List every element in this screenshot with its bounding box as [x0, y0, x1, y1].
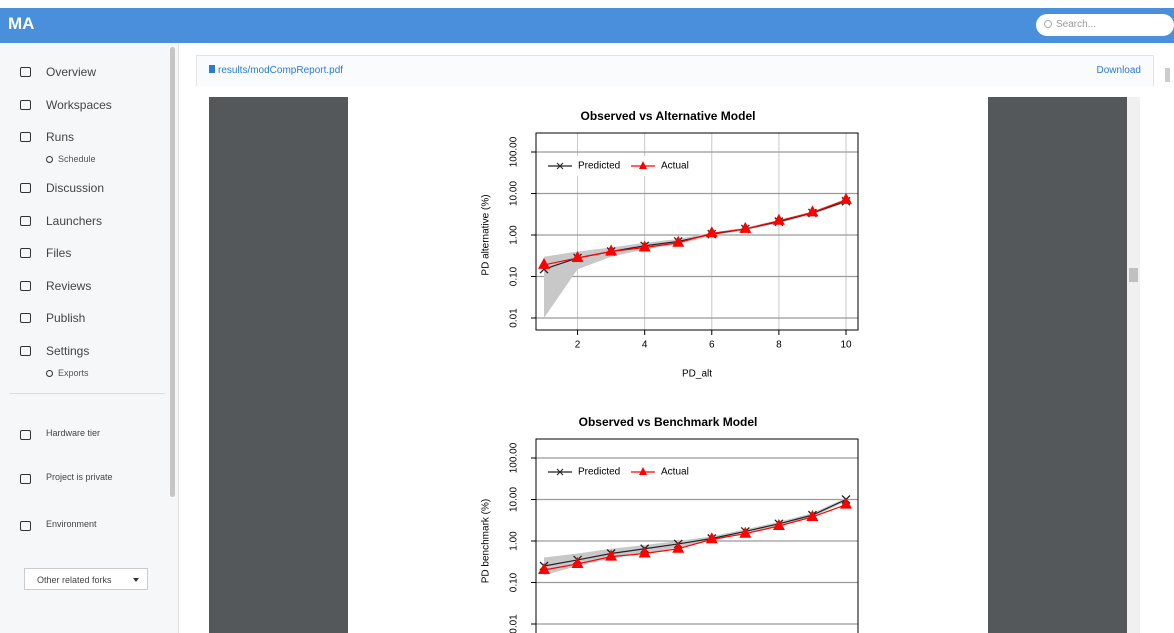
plot-frame: [535, 132, 859, 331]
y-tick-label: 1.00: [509, 531, 520, 551]
page-scrollbar[interactable]: [1165, 68, 1170, 82]
marker: [571, 556, 584, 568]
legend-marker: [556, 468, 564, 476]
marker: [605, 244, 618, 256]
marker: [806, 509, 819, 521]
marker: [672, 235, 685, 247]
nav-label: Launchers: [46, 214, 103, 228]
series-line: [543, 498, 847, 567]
nav-label: Workspaces: [46, 98, 112, 112]
footer-icon: [20, 430, 31, 440]
nav-label: Files: [46, 246, 72, 260]
y-tick-label: 100.00: [509, 442, 520, 473]
marker: [772, 518, 785, 530]
nav-label: Discussion: [46, 181, 105, 195]
legend-label: Predicted: [578, 161, 620, 172]
y-tick-label: 0.10: [509, 266, 520, 286]
nav-icon: [20, 346, 31, 356]
x-tick-label: 6: [709, 340, 715, 351]
marker: [571, 250, 584, 262]
legend-label: Actual: [661, 467, 689, 478]
marker: [739, 221, 752, 233]
legend-box: [546, 462, 700, 482]
plot-frame: [535, 438, 859, 633]
series-line: [543, 504, 847, 571]
y-axis-label: PD benchmark (%): [481, 499, 492, 583]
nav-icon: [20, 183, 31, 193]
x-tick-label: 4: [642, 340, 648, 351]
nav-label: Settings: [46, 344, 90, 358]
nav-icon: [20, 67, 31, 77]
marker: [772, 213, 785, 225]
marker: [840, 192, 852, 204]
nav-icon: [46, 370, 53, 377]
legend-marker: [639, 467, 647, 475]
legend-label: Actual: [661, 161, 689, 172]
y-tick-label: 0.01: [509, 308, 520, 328]
nav-icon: [20, 281, 31, 291]
marker: [605, 549, 618, 561]
nav-icon: [20, 132, 31, 142]
nav-label: Overview: [46, 65, 97, 79]
y-tick-label: 0.10: [509, 572, 520, 592]
search-box[interactable]: Search...: [1036, 14, 1174, 36]
top-bar: MA Search...: [0, 8, 1174, 43]
nav-label: Runs: [46, 130, 75, 144]
legend-label: Predicted: [578, 467, 620, 478]
pdf-viewer: Observed vs Alternative Model 0.01 0.10 1.0…: [209, 97, 1127, 633]
nav-icon: [20, 313, 31, 323]
file-header: results/modCompReport.pdf Download: [196, 55, 1154, 86]
y-tick-label: 10.00: [509, 181, 520, 206]
footer-icon: [20, 474, 31, 484]
sidebar: Other related forks Overview Workspaces Ru…: [0, 43, 179, 633]
nav-label: Reviews: [46, 279, 92, 293]
nav-label: Publish: [46, 311, 86, 325]
scrollbar[interactable]: [170, 47, 175, 497]
footer-label: Project is private: [46, 472, 113, 482]
marker: [840, 497, 852, 509]
nav-label: Exports: [58, 368, 89, 378]
nav-icon: [20, 100, 31, 110]
y-axis-label: PD alternative (%): [481, 194, 492, 275]
x-tick-label: 10: [840, 340, 852, 351]
y-tick-label: 1.00: [509, 225, 520, 245]
file-link[interactable]: results/modCompReport.pdf: [209, 65, 343, 76]
x-tick-label: 8: [776, 340, 782, 351]
scroll-thumb[interactable]: [1129, 268, 1138, 282]
viewer-scrollbar[interactable]: [1127, 97, 1140, 633]
nav-icon: [46, 156, 53, 163]
marker: [638, 240, 651, 252]
download-link[interactable]: Download: [1096, 65, 1141, 76]
y-tick-label: 0.01: [509, 614, 520, 633]
footer-label: Hardware tier: [46, 428, 101, 438]
x-tick-label: 2: [575, 340, 581, 351]
nav-icon: [20, 216, 31, 226]
marker: [739, 526, 752, 538]
logo[interactable]: MA: [8, 14, 35, 33]
y-tick-label: 10.00: [509, 487, 520, 512]
series-line: [543, 199, 847, 266]
y-tick-label: 100.00: [509, 136, 520, 167]
marker: [538, 563, 550, 575]
footer-label: Environment: [46, 519, 97, 529]
x-axis-label: PD_alt: [682, 369, 712, 380]
marker: [538, 257, 550, 269]
nav-icon: [20, 248, 31, 258]
marker: [806, 205, 819, 217]
chart-title: Observed vs Alternative Model: [581, 109, 756, 123]
legend-marker: [639, 161, 647, 169]
fork-select[interactable]: Other related forks: [24, 568, 148, 590]
chart-title: Observed vs Benchmark Model: [579, 415, 758, 429]
marker: [705, 532, 718, 544]
legend-marker: [556, 162, 564, 170]
pdf-page: [348, 97, 988, 633]
marker: [705, 226, 718, 238]
nav-label: Schedule: [58, 154, 96, 164]
divider: [10, 393, 165, 394]
footer-icon: [20, 521, 31, 531]
legend-box: [546, 156, 700, 176]
marker: [638, 546, 651, 558]
marker: [672, 541, 685, 553]
